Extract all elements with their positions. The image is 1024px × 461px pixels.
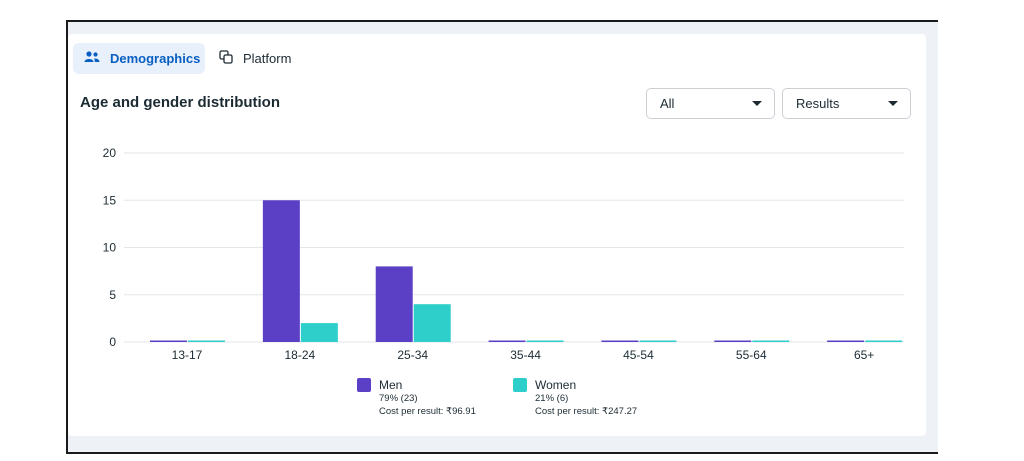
bar-women-35-44 <box>526 340 564 342</box>
audience-dropdown[interactable]: All <box>646 88 775 119</box>
y-tick-label: 0 <box>109 335 116 349</box>
bar-men-18-24 <box>262 200 300 342</box>
tab-platform-label: Platform <box>243 51 292 66</box>
legend-women-share: 21% (6) <box>535 393 569 404</box>
bar-men-55-64 <box>714 340 752 342</box>
legend-women-label: Women <box>535 378 577 392</box>
x-tick-label: 65+ <box>854 348 874 362</box>
metric-dropdown[interactable]: Results <box>782 88 911 119</box>
legend-men: Men 79% (23) Cost per result: ₹96.91 <box>357 378 476 418</box>
tab-demographics[interactable]: Demographics <box>73 43 205 74</box>
x-tick-label: 13-17 <box>172 348 203 362</box>
bar-men-45-54 <box>601 340 639 342</box>
legend-men-share: 79% (23) <box>379 393 418 404</box>
bar-men-13-17 <box>150 340 187 342</box>
x-tick-label: 25-34 <box>397 348 428 362</box>
audience-dropdown-value: All <box>660 96 675 111</box>
y-tick-label: 10 <box>103 241 117 255</box>
chart-title: Age and gender distribution <box>80 94 281 111</box>
tab-bar: Demographics Platform <box>73 43 302 74</box>
y-tick-label: 15 <box>103 193 117 207</box>
bar-women-18-24 <box>300 323 338 342</box>
metric-dropdown-value: Results <box>796 96 840 111</box>
bar-men-25-34 <box>375 266 413 342</box>
bar-women-55-64 <box>752 340 790 342</box>
bar-women-45-54 <box>639 340 677 342</box>
bar-men-65+ <box>827 340 865 342</box>
caret-down-icon <box>752 101 762 106</box>
tab-demographics-label: Demographics <box>110 51 201 66</box>
legend-women: Women 21% (6) Cost per result: ₹247.27 <box>513 378 637 418</box>
y-tick-label: 5 <box>109 288 116 302</box>
legend-men-cost: Cost per result: ₹96.91 <box>379 406 476 417</box>
legend-men-swatch <box>357 378 371 392</box>
x-tick-label: 18-24 <box>285 348 316 362</box>
y-tick-label: 20 <box>103 146 117 160</box>
x-tick-label: 55-64 <box>736 348 767 362</box>
people-icon <box>84 51 100 66</box>
caret-down-icon <box>888 101 898 106</box>
bar-women-65+ <box>865 340 903 342</box>
tab-platform[interactable]: Platform <box>213 43 302 74</box>
legend-women-cost: Cost per result: ₹247.27 <box>535 406 638 417</box>
bar-men-35-44 <box>488 340 526 342</box>
x-tick-label: 35-44 <box>510 348 541 362</box>
legend-men-label: Men <box>379 378 403 392</box>
x-tick-label: 45-54 <box>623 348 654 362</box>
bar-women-25-34 <box>413 304 451 342</box>
bar-women-13-17 <box>188 340 225 342</box>
legend-women-swatch <box>513 378 527 392</box>
platform-icon <box>219 50 233 67</box>
